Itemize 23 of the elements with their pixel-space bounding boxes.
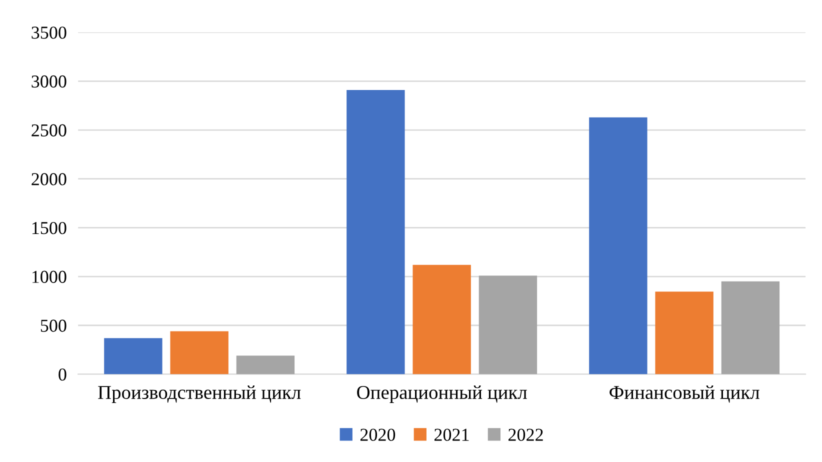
bar [655, 292, 714, 374]
legend-label: 2020 [360, 428, 396, 441]
bar [589, 117, 648, 374]
y-tick-label: 1500 [32, 222, 66, 234]
y-tick-label: 3000 [32, 75, 66, 88]
y-tick-label: 3500 [32, 26, 66, 39]
bar [236, 356, 295, 374]
y-tick-label: 2500 [32, 124, 66, 136]
y-tick-label: 2000 [32, 173, 66, 186]
x-tick-label: Финансовый цикл [610, 386, 760, 403]
y-tick-label: 1000 [32, 270, 66, 283]
legend-label: 2022 [508, 428, 543, 441]
bar [104, 338, 162, 374]
x-tick-label: Производственный цикл [98, 386, 301, 403]
x-tick-label: Операционный цикл [357, 386, 527, 403]
bar [170, 331, 228, 374]
bar [346, 90, 405, 374]
bar [721, 281, 780, 374]
y-tick-label: 500 [40, 320, 66, 332]
bar [478, 276, 538, 374]
bar [412, 264, 471, 374]
y-tick-label: 0 [58, 368, 66, 381]
legend-label: 2021 [434, 428, 469, 441]
